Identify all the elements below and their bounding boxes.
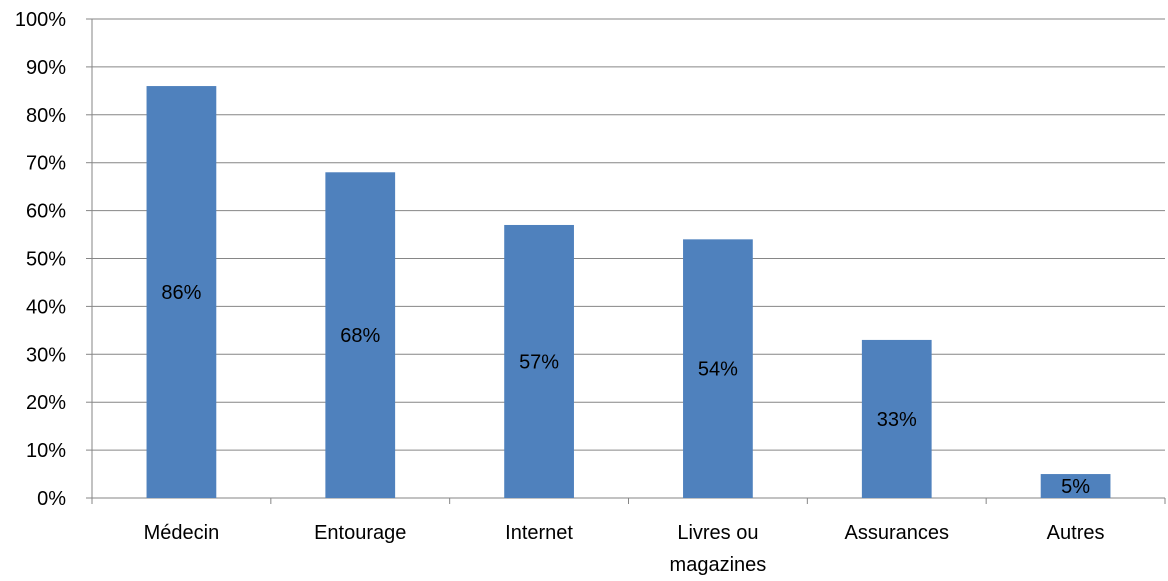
data-label: 54% [698, 359, 738, 381]
bar [325, 172, 396, 498]
bar [146, 86, 217, 498]
y-tick-label: 0% [37, 488, 66, 510]
y-tick-label: 50% [26, 249, 66, 271]
bar [861, 339, 932, 498]
data-label: 5% [1061, 476, 1090, 498]
y-tick-label: 40% [26, 296, 66, 318]
category-label: Autres [1047, 522, 1105, 544]
category-label-line: Entourage [314, 522, 406, 544]
y-tick-label: 30% [26, 344, 66, 366]
bar [683, 239, 753, 498]
y-tick-label: 100% [15, 9, 66, 31]
category-label-line: Assurances [845, 522, 950, 544]
category-label: Internet [505, 522, 573, 544]
category-label-line: Autres [1047, 522, 1105, 544]
y-tick-label: 20% [26, 392, 66, 414]
y-tick-label: 90% [26, 57, 66, 79]
bars [146, 86, 1111, 498]
data-label: 57% [519, 351, 559, 373]
category-label-line: Médecin [144, 522, 220, 544]
category-label: Entourage [314, 522, 406, 544]
bar [504, 224, 574, 498]
y-tick-label: 70% [26, 153, 66, 175]
category-label-line: Livres ou [677, 522, 758, 544]
labels: 0% 10% 20% 30% 40% 50% 60% 70% 80% 90% 100% 86% Méde… [15, 9, 1105, 576]
y-tick-label: 80% [26, 105, 66, 127]
category-label: Assurances [845, 522, 950, 544]
category-label: Livres ou magazines [670, 522, 767, 576]
gridlines [92, 18, 1165, 451]
axes [86, 18, 1166, 504]
y-tick-label: 60% [26, 201, 66, 223]
data-label: 33% [877, 409, 917, 431]
category-label-line: Internet [505, 522, 573, 544]
category-label-line: magazines [670, 554, 767, 576]
y-tick-label: 10% [26, 440, 66, 462]
data-label: 68% [340, 325, 380, 347]
data-label: 86% [161, 282, 201, 304]
category-label: Médecin [144, 522, 220, 544]
bar [1040, 474, 1111, 498]
